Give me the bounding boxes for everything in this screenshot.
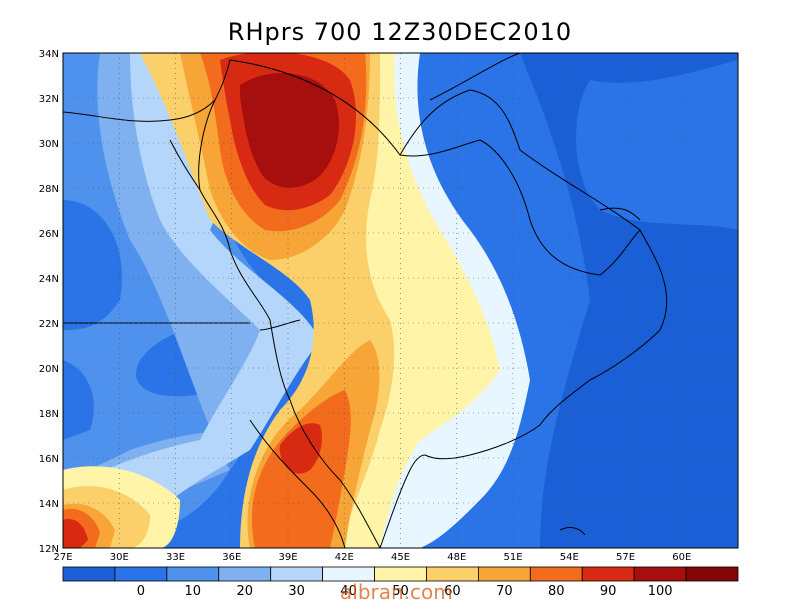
colorbar-label: 70 [496, 584, 513, 599]
x-tick-label: 45E [391, 552, 410, 563]
y-tick-label: 28N [39, 184, 59, 195]
colorbar [62, 566, 739, 582]
x-tick-label: 27E [53, 552, 72, 563]
colorbar-swatch [477, 566, 531, 582]
colorbar-swatch [62, 566, 116, 582]
x-tick-label: 57E [616, 552, 635, 563]
watermark-text: albran.com [340, 580, 453, 604]
colorbar-swatch [633, 566, 687, 582]
y-tick-label: 20N [39, 364, 59, 375]
map-title: RHprs 700 12Z30DEC2010 [227, 18, 573, 46]
y-tick-label: 34N [39, 49, 59, 60]
colorbar-swatch [426, 566, 479, 582]
x-tick-label: 33E [166, 552, 185, 563]
y-tick-label: 14N [39, 499, 59, 510]
y-tick-label: 22N [39, 319, 59, 330]
y-tick-label: 30N [39, 139, 59, 150]
x-tick-label: 60E [672, 552, 691, 563]
y-tick-label: 12N [39, 544, 59, 555]
colorbar-swatch [581, 566, 635, 582]
x-tick-label: 39E [278, 552, 297, 563]
colorbar-label: 30 [288, 584, 305, 599]
colorbar-label: 10 [185, 584, 202, 599]
colorbar-swatch [529, 566, 583, 582]
colorbar-label: 20 [236, 584, 253, 599]
colorbar-swatch [322, 566, 375, 582]
x-tick-labels: 27E 30E 33E 36E 39E 42E 45E 48E 51E 54E 57E 60E [53, 552, 691, 563]
colorbar-swatch [114, 566, 168, 582]
colorbar-label: 50 [392, 584, 409, 599]
colorbar-swatch [374, 566, 427, 582]
colorbar-label: 100 [648, 584, 673, 599]
colorbar-label: 60 [444, 584, 461, 599]
x-tick-label: 51E [503, 552, 522, 563]
y-tick-label: 24N [39, 274, 59, 285]
colorbar-swatch [218, 566, 272, 582]
colorbar-swatch [685, 566, 739, 582]
colorbar-swatch [166, 566, 220, 582]
y-tick-label: 18N [39, 409, 59, 420]
y-tick-label: 16N [39, 454, 59, 465]
x-tick-label: 48E [447, 552, 466, 563]
y-tick-label: 32N [39, 94, 59, 105]
y-tick-label: 26N [39, 229, 59, 240]
x-tick-label: 30E [110, 552, 129, 563]
colorbar-label: 40 [340, 584, 357, 599]
y-tick-labels: 12N 14N 16N 18N 20N 22N 24N 26N 28N 30N 32N 34N [39, 49, 59, 555]
coastlines [63, 53, 668, 548]
colorbar-label: 80 [548, 584, 565, 599]
x-tick-label: 42E [335, 552, 354, 563]
colorbar-labels: 0 10 20 30 40 50 60 70 80 90 100 [137, 584, 673, 599]
x-tick-label: 36E [222, 552, 241, 563]
colorbar-label: 0 [137, 584, 145, 599]
map-frame [62, 52, 739, 549]
colorbar-swatch [270, 566, 324, 582]
rh-contour-field [63, 53, 738, 548]
x-tick-label: 54E [560, 552, 579, 563]
colorbar-label: 90 [600, 584, 617, 599]
